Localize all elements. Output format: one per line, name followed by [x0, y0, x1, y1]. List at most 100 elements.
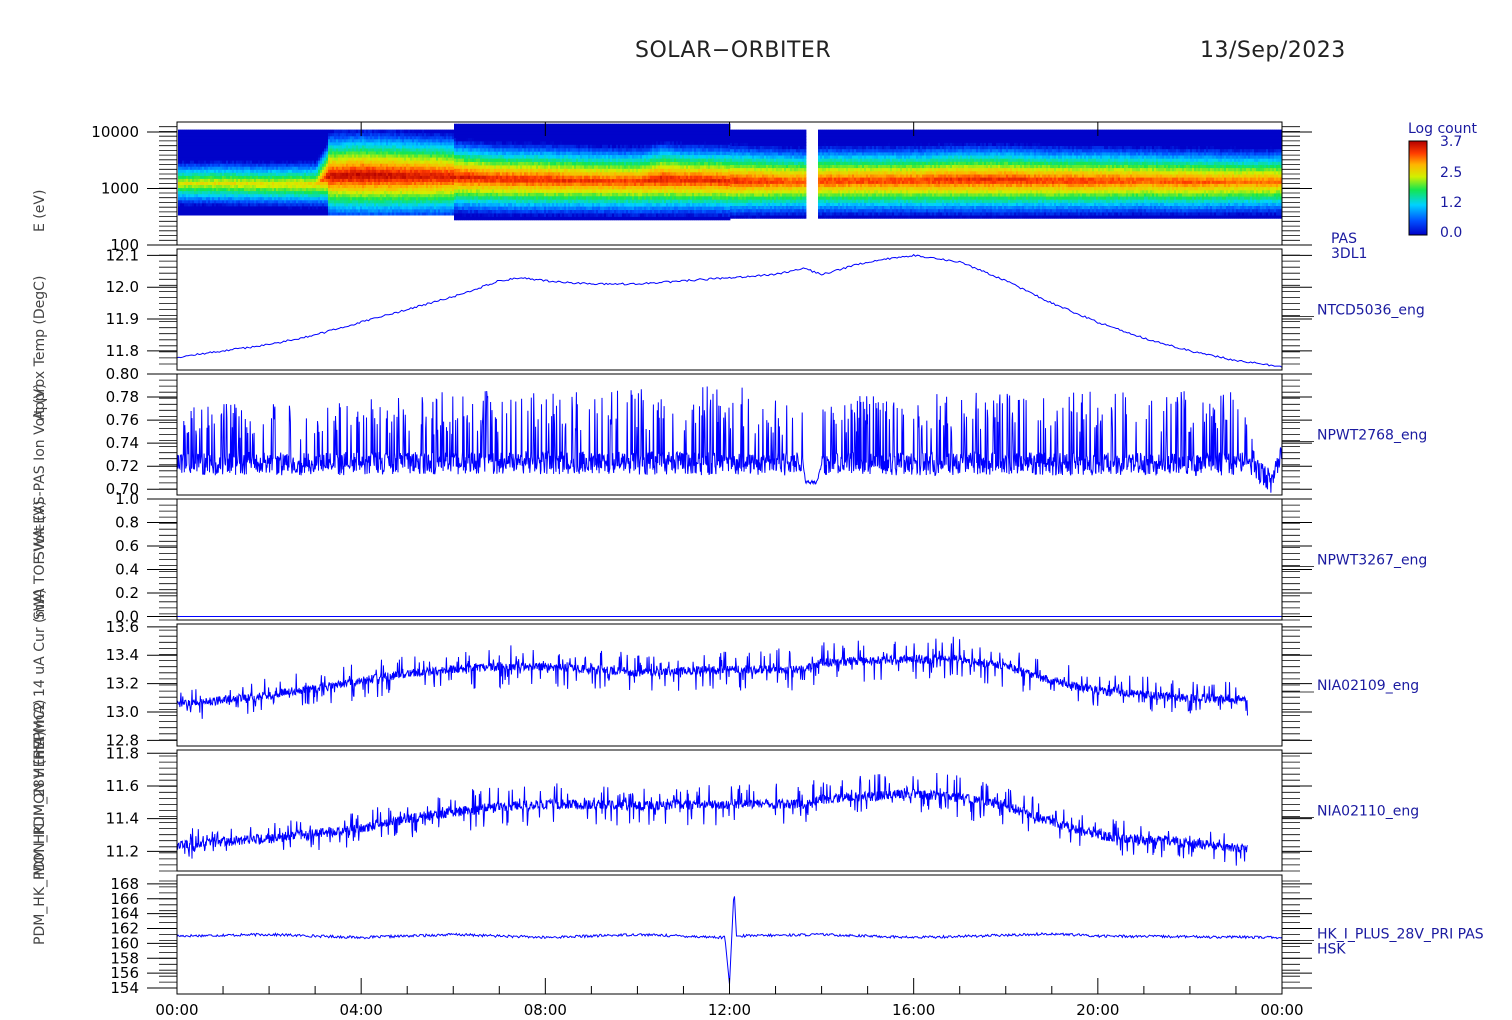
spectrogram-cell [444, 178, 447, 182]
spectrogram-cell [350, 172, 353, 176]
spectrogram-cell [376, 157, 379, 161]
spectrogram-cell [262, 144, 265, 149]
spectrogram-cell [490, 171, 493, 176]
spectrogram-cell [232, 154, 235, 158]
spectrogram-cell [202, 147, 205, 152]
spectrogram-cell [490, 206, 493, 210]
spectrogram-cell [184, 181, 187, 185]
spectrogram-cell [518, 130, 521, 135]
spectrogram-cell [310, 150, 313, 155]
spectrogram-cell [486, 185, 489, 190]
spectrogram-cell [214, 211, 217, 216]
spectrogram-cell [280, 150, 283, 155]
spectrogram-cell [320, 166, 323, 170]
spectrogram-cell [452, 141, 455, 146]
spectrogram-cell [370, 141, 373, 146]
spectrogram-cell [462, 206, 465, 210]
spectrogram-cell [418, 166, 421, 170]
spectrogram-cell [486, 161, 489, 166]
spectrogram-cell [236, 166, 239, 170]
spectrogram-cell [308, 193, 311, 198]
spectrogram-cell [214, 181, 217, 185]
spectrogram-cell [294, 138, 297, 143]
spectrogram-cell [260, 208, 263, 213]
spectrogram-cell [494, 144, 497, 149]
spectrogram-cell [362, 190, 365, 195]
spectrogram-cell [518, 212, 521, 217]
spectrogram-cell [462, 182, 465, 186]
spectrogram-cell [270, 132, 273, 137]
spectrogram-cell [500, 171, 503, 176]
spectrogram-cell [450, 147, 453, 152]
spectrogram-cell [272, 208, 275, 213]
spectrogram-cell [260, 205, 263, 210]
spectrogram-cell [442, 184, 445, 189]
spectrogram-cell [370, 132, 373, 137]
spectrogram-cell [356, 154, 359, 158]
spectrogram-cell [194, 138, 197, 143]
spectrogram-cell [280, 135, 283, 140]
spectrogram-cell [460, 188, 463, 193]
spectrogram-cell [300, 141, 303, 146]
spectrogram-cell [360, 196, 363, 201]
spectrogram-cell [188, 199, 191, 204]
spectrogram-cell [490, 130, 493, 135]
spectrogram-cell [320, 175, 323, 179]
spectrogram-cell [284, 147, 287, 152]
spectrogram-cell [526, 164, 529, 169]
spectrogram-cell [382, 150, 385, 155]
spectrogram-cell [268, 150, 271, 155]
spectrogram-cell [516, 192, 519, 197]
spectrogram-cell [372, 129, 375, 134]
spectrogram-cell [210, 175, 213, 179]
spectrogram-cell [232, 193, 235, 198]
spectrogram-cell [238, 160, 241, 164]
spectrogram-cell [360, 178, 363, 182]
spectrogram-cell [254, 150, 257, 155]
spectrogram-cell [322, 211, 325, 216]
spectrogram-cell [522, 154, 525, 159]
spectrogram-cell [430, 196, 433, 201]
spectrogram-cell [368, 135, 371, 140]
spectrogram-cell [368, 193, 371, 198]
spectrogram-cell [382, 196, 385, 201]
spectrogram-cell [400, 132, 403, 137]
spectrogram-cell [222, 199, 225, 204]
spectrogram-cell [216, 181, 219, 185]
spectrogram-cell [214, 208, 217, 213]
spectrogram-cell [436, 160, 439, 164]
spectrogram-cell [356, 144, 359, 149]
spectrogram-cell [530, 144, 533, 149]
spectrogram-cell [192, 154, 195, 158]
spectrogram-cell [354, 202, 357, 207]
spectrogram-cell [342, 144, 345, 149]
spectrogram-cell [270, 199, 273, 204]
spectrogram-cell [216, 190, 219, 195]
spectrogram-cell [378, 144, 381, 149]
spectrogram-cell [178, 178, 181, 182]
spectrogram-cell [200, 184, 203, 189]
spectrogram-cell [408, 132, 411, 137]
spectrogram-cell [390, 190, 393, 195]
spectrogram-cell [366, 157, 369, 161]
spectrogram-cell [442, 166, 445, 170]
spectrogram-cell [332, 150, 335, 155]
spectrogram-cell [306, 163, 309, 167]
spectrogram-cell [244, 175, 247, 179]
spectrogram-cell [430, 190, 433, 195]
spectrogram-cell [478, 199, 481, 204]
spectrogram-cell [284, 187, 287, 192]
spectrogram-cell [370, 211, 373, 216]
spectrogram-cell [222, 163, 225, 167]
spectrogram-cell [358, 129, 361, 134]
spectrogram-cell [288, 166, 291, 170]
spectrogram-cell [220, 138, 223, 143]
spectrogram-cell [500, 188, 503, 193]
spectrogram-cell [504, 137, 507, 142]
spectrogram-cell [408, 166, 411, 170]
spectrogram-cell [418, 135, 421, 140]
spectrogram-cell [494, 216, 497, 221]
spectrogram-cell [444, 166, 447, 170]
spectrogram-cell [242, 211, 245, 216]
spectrogram-cell [400, 169, 403, 173]
